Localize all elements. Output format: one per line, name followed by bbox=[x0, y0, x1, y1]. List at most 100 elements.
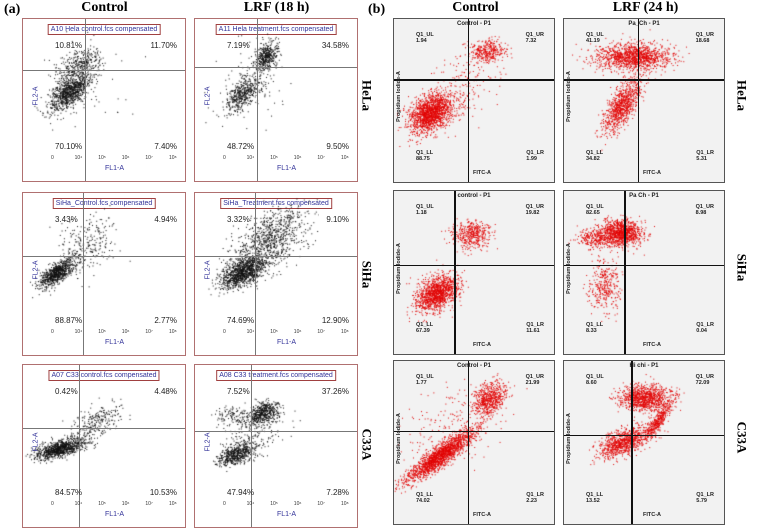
quadrant-ur: Q1_UR 72.09 bbox=[696, 374, 714, 386]
x-axis-label: FITC-A bbox=[643, 342, 662, 348]
quadrant-ul: Q1_UL 8.60 bbox=[586, 374, 604, 386]
quadrant-lr: Q1_LR 0.04 bbox=[696, 322, 714, 334]
quadrant-lr: Q1_LR 2.23 bbox=[526, 492, 544, 504]
quadrant-value: 72.09 bbox=[695, 380, 710, 386]
row-label: C33A bbox=[359, 428, 375, 461]
x-tick-label: 10⁴ bbox=[74, 501, 83, 507]
quadrant-name: Q1_LR bbox=[526, 150, 544, 156]
quadrant-line-vertical bbox=[257, 19, 258, 181]
x-axis-label: FITC-A bbox=[643, 170, 662, 176]
quadrant-name: Q1_UL bbox=[416, 204, 434, 210]
quadrant-name: Q1_LR bbox=[696, 492, 714, 498]
quadrant-ur: 37.26% bbox=[321, 387, 349, 396]
quadrant-line-vertical bbox=[250, 365, 252, 527]
y-axis-label: FL2-A bbox=[32, 260, 40, 280]
x-tick-label: 10⁸ bbox=[341, 155, 349, 161]
flow-plot: SiHa_Control.fcs compensated3.43%4.94%88… bbox=[22, 192, 186, 356]
quadrant-ll: Q1_LL 34.82 bbox=[586, 150, 603, 162]
flow-plot: Pa_Ch - P1Q1_UL41.19Q1_UR18.68Q1_LL34.82… bbox=[563, 18, 725, 183]
quadrant-name: Q1_LR bbox=[696, 150, 714, 156]
x-tick-label: 10⁴ bbox=[246, 501, 255, 507]
quadrant-value: 1.18 bbox=[416, 210, 427, 216]
quadrant-ll: 70.10% bbox=[55, 142, 83, 151]
x-tick-label: 10⁶ bbox=[121, 155, 130, 161]
x-tick-label: 10⁵ bbox=[98, 501, 106, 507]
quadrant-ur: 4.94% bbox=[154, 215, 177, 224]
quadrant-value: 74.02 bbox=[416, 498, 430, 504]
x-tick-label: 10⁸ bbox=[341, 329, 349, 335]
quadrant-ll: Q1_LL 88.75 bbox=[416, 150, 433, 162]
x-tick-label: 10⁵ bbox=[98, 155, 106, 161]
y-axis-label: FL2-A bbox=[32, 86, 40, 106]
scatter-points bbox=[394, 191, 528, 325]
quadrant-value: 8.98 bbox=[695, 210, 707, 216]
quadrant-lr: Q1_LR 11.61 bbox=[526, 322, 544, 334]
quadrant-value: 0.04 bbox=[696, 328, 707, 334]
quadrant-lr: 9.50% bbox=[326, 142, 349, 151]
quadrant-name: Q1_LR bbox=[526, 492, 544, 498]
x-axis-label: FL1-A bbox=[277, 511, 297, 518]
quadrant-ur: Q1_UR 8.98 bbox=[696, 204, 714, 216]
quadrant-line-vertical bbox=[467, 19, 470, 182]
flow-plot: A10 Hela control.fcs compensated10.81%11… bbox=[22, 18, 186, 182]
quadrant-name: Q1_UR bbox=[525, 204, 544, 210]
quadrant-name: Q1_UR bbox=[525, 374, 544, 380]
scatter-points bbox=[564, 19, 698, 153]
quadrant-value: 7.32 bbox=[525, 38, 537, 44]
y-axis-label: Propidium Iodide-A bbox=[565, 413, 572, 464]
x-tick-label: 10⁵ bbox=[98, 329, 106, 335]
y-axis-label: FL2-A bbox=[204, 432, 212, 452]
quadrant-name: Q1_UR bbox=[525, 32, 544, 38]
x-axis-label: FITC-A bbox=[473, 342, 492, 348]
quadrant-value: 5.31 bbox=[696, 156, 707, 162]
quadrant-line-vertical bbox=[82, 193, 84, 355]
quadrant-value: 67.39 bbox=[416, 328, 430, 334]
quadrant-lr: 2.77% bbox=[154, 316, 177, 325]
x-axis-label: FITC-A bbox=[473, 512, 492, 518]
x-tick-label: 10⁴ bbox=[74, 329, 83, 335]
x-tick-label: 10⁸ bbox=[169, 155, 177, 161]
x-tick-label: 10⁵ bbox=[270, 501, 278, 507]
quadrant-ul: 7.52% bbox=[227, 387, 250, 396]
x-tick-label: 0 bbox=[223, 501, 226, 507]
quadrant-value: 13.52 bbox=[586, 498, 600, 504]
quadrant-ul: Q1_UL 1.77 bbox=[416, 374, 434, 386]
column-header: Control bbox=[81, 0, 128, 15]
flow-plot: Pa Ch - P1Q1_UL82.65Q1_UR8.98Q1_LL8.33Q1… bbox=[563, 190, 725, 355]
quadrant-line-horizontal bbox=[195, 255, 357, 257]
quadrant-name: Q1_LL bbox=[586, 322, 604, 328]
row-label: SiHa bbox=[734, 253, 750, 282]
quadrant-line-vertical bbox=[85, 19, 86, 181]
row-label: HeLa bbox=[734, 79, 750, 112]
quadrant-line-horizontal bbox=[23, 255, 185, 257]
x-tick-label: 10⁷ bbox=[145, 501, 153, 507]
quadrant-line-vertical bbox=[637, 19, 640, 182]
quadrant-line-vertical bbox=[467, 361, 470, 524]
quadrant-line-vertical bbox=[78, 365, 80, 527]
quadrant-ll: 74.69% bbox=[227, 316, 255, 325]
flow-plot: A11 Hela treatment.fcs compensated7.19%3… bbox=[194, 18, 358, 182]
quadrant-ur: Q1_UR 21.99 bbox=[526, 374, 544, 386]
quadrant-line-horizontal bbox=[195, 66, 357, 68]
quadrant-name: Q1_UR bbox=[695, 204, 714, 210]
quadrant-lr: 12.90% bbox=[321, 316, 349, 325]
quadrant-name: Q1_LL bbox=[586, 150, 604, 156]
x-axis-label: FITC-A bbox=[473, 170, 492, 176]
x-tick-label: 0 bbox=[51, 155, 54, 161]
x-tick-label: 10⁷ bbox=[317, 501, 325, 507]
quadrant-ll: Q1_LL 67.39 bbox=[416, 322, 433, 334]
x-tick-label: 10⁴ bbox=[74, 155, 83, 161]
quadrant-name: Q1_LR bbox=[526, 322, 544, 328]
flow-plot: A08 C33 treatment.fcs compensated7.52%37… bbox=[194, 364, 358, 528]
quadrant-line-horizontal bbox=[394, 430, 554, 433]
quadrant-name: Q1_UL bbox=[416, 374, 434, 380]
flow-plot: Control - P1Q1_UL1.77Q1_UR21.99Q1_LL74.0… bbox=[393, 360, 555, 525]
quadrant-value: 1.77 bbox=[416, 380, 427, 386]
quadrant-name: Q1_UL bbox=[416, 32, 434, 38]
x-tick-label: 10⁸ bbox=[169, 501, 177, 507]
quadrant-line-horizontal bbox=[23, 427, 185, 429]
quadrant-ur: 11.70% bbox=[150, 41, 177, 50]
x-tick-label: 10⁶ bbox=[293, 501, 302, 507]
quadrant-ur: Q1_UR 19.82 bbox=[526, 204, 544, 216]
scatter-points bbox=[394, 361, 528, 495]
